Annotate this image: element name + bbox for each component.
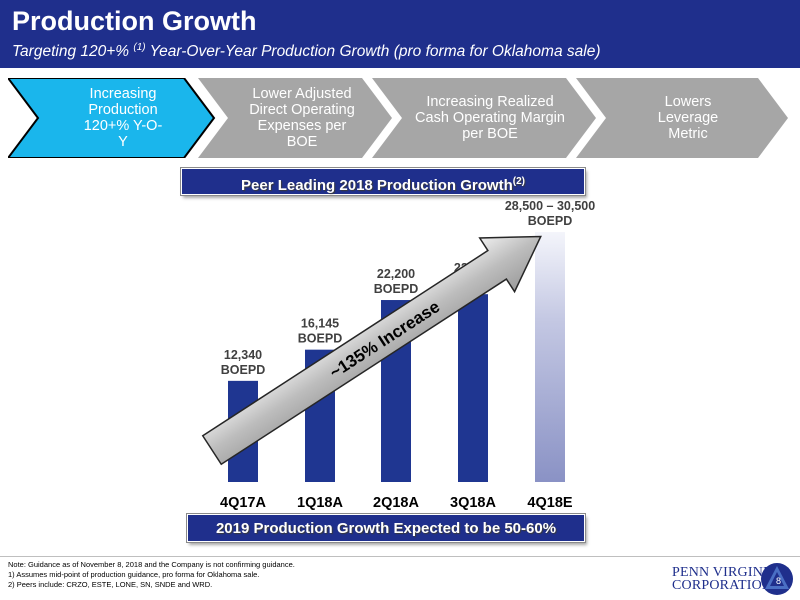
step-label: Lower Adjusted Direct Operating Expenses… bbox=[249, 86, 355, 150]
page-number: 8 bbox=[776, 576, 782, 586]
x-tick-label: 4Q17A bbox=[220, 495, 266, 511]
step-label: Increasing Realized Cash Operating Margi… bbox=[415, 94, 565, 142]
step-increasing-margin: Increasing Realized Cash Operating Margi… bbox=[372, 78, 598, 158]
logo-line-2: CORPORATION bbox=[672, 578, 773, 593]
company-logo-icon bbox=[761, 563, 793, 595]
company-logo-wordmark: PENN VIRGINIA CORPORATION bbox=[672, 565, 779, 593]
growth-arrow-body: ~135% Increase bbox=[201, 235, 542, 466]
x-tick-label: 3Q18A bbox=[450, 495, 496, 511]
subtitle-text-pre: Targeting 120+% bbox=[12, 43, 134, 61]
step-label: Increasing Production 120+% Y-O-Y bbox=[83, 86, 163, 150]
x-tick-label: 1Q18A bbox=[297, 495, 343, 511]
banner-footnote-ref: (2) bbox=[512, 176, 525, 187]
footer-divider bbox=[0, 556, 800, 557]
bar-value-label: 28,500 – 30,500 bbox=[505, 199, 595, 213]
logo-line-1: PENN VIRGINIA bbox=[672, 565, 779, 580]
subtitle-text-post: Year-Over-Year Production Growth (pro fo… bbox=[145, 43, 601, 61]
bar-value-label: 22,200 bbox=[377, 267, 415, 281]
banner-text: Peer Leading 2018 Production Growth bbox=[241, 177, 513, 194]
footnote-1: 1) Assumes mid-point of production guida… bbox=[8, 570, 260, 579]
bar-unit-label: BOEPD bbox=[528, 214, 572, 228]
bar-unit-label: BOEPD bbox=[221, 363, 265, 377]
chevron-shape bbox=[576, 78, 788, 158]
step-lower-opex: Lower Adjusted Direct Operating Expenses… bbox=[198, 78, 394, 158]
footnotes: Note: Guidance as of November 8, 2018 an… bbox=[8, 560, 295, 590]
bar-unit-label: BOEPD bbox=[374, 282, 418, 296]
subtitle-footnote-ref: (1) bbox=[133, 42, 146, 53]
bar-4q18e bbox=[535, 232, 565, 482]
footnote-2: 2) Peers include: CRZO, ESTE, LONE, SN, … bbox=[8, 580, 213, 589]
guidance-2019-banner: 2019 Production Growth Expected to be 50… bbox=[187, 514, 585, 542]
bar-3q18a bbox=[458, 294, 488, 482]
chevron-shape bbox=[372, 78, 596, 158]
step-increasing-production: Increasing Production 120+% Y-O-Y bbox=[8, 78, 216, 158]
bar-value-label: 12,340 bbox=[224, 348, 262, 362]
peer-growth-banner: Peer Leading 2018 Production Growth(2) bbox=[181, 168, 585, 195]
page-subtitle: Targeting 120+% (1) Year-Over-Year Produ… bbox=[12, 42, 600, 61]
x-tick-label: 2Q18A bbox=[373, 495, 419, 511]
bar-unit-label: BOEPD bbox=[298, 332, 342, 346]
footnote-guidance: Note: Guidance as of November 8, 2018 an… bbox=[8, 560, 295, 569]
title-bar: Production Growth Targeting 120+% (1) Ye… bbox=[0, 0, 800, 68]
x-tick-label: 4Q18E bbox=[527, 495, 572, 511]
arrow-shape bbox=[201, 235, 542, 466]
page-title: Production Growth bbox=[12, 6, 257, 36]
x-axis-tick-labels: 4Q17A 1Q18A 2Q18A 3Q18A 4Q18E bbox=[220, 495, 573, 511]
chevron-shape bbox=[198, 78, 392, 158]
growth-arrow: ~135% Increase bbox=[201, 235, 542, 466]
step-label: Lowers Leverage Metric bbox=[657, 94, 719, 142]
bar-value-label: 16,145 bbox=[301, 317, 339, 331]
process-steps: Increasing Production 120+% Y-O-Y Lower … bbox=[0, 78, 800, 158]
chevron-shape bbox=[8, 78, 216, 158]
step-lowers-leverage: Lowers Leverage Metric bbox=[576, 78, 790, 158]
